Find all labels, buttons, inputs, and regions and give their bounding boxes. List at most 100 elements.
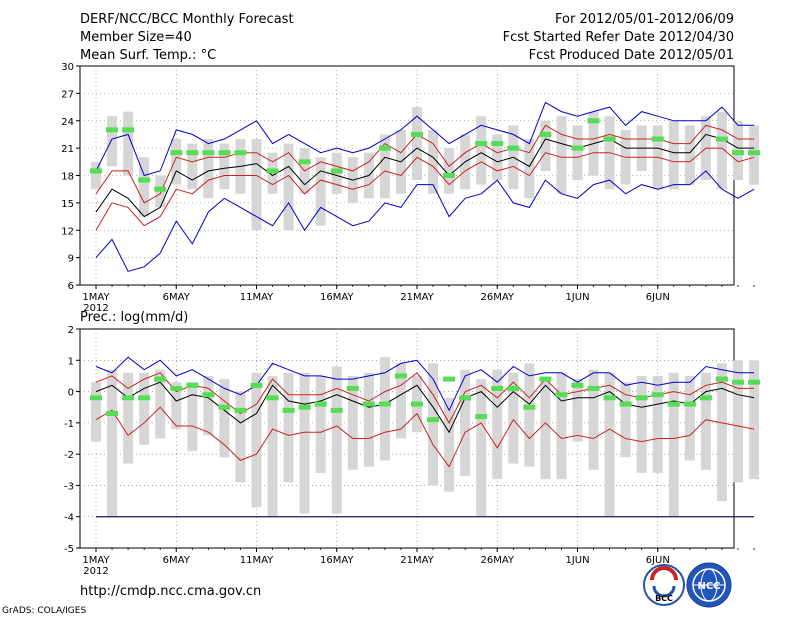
prec-range-box xyxy=(749,360,760,480)
member-size: Member Size=40 xyxy=(80,30,192,45)
temp-range-box xyxy=(412,107,422,181)
prec-range-box xyxy=(107,369,118,517)
prec-max-line xyxy=(95,356,755,412)
prec-range-box xyxy=(283,372,294,483)
prec-range-box xyxy=(588,369,599,470)
temp-range-box xyxy=(428,129,439,194)
temp-range-box xyxy=(283,143,294,231)
prec-ytick-label: 0 xyxy=(68,388,74,399)
temp-xtick-label: 1MAY xyxy=(82,292,110,303)
prec-range-box xyxy=(636,375,647,473)
refer-date: Fcst Started Refer Date 2012/04/30 xyxy=(503,30,734,45)
prec-observed-mark xyxy=(138,395,151,401)
temp-xtick-label: 21MAY xyxy=(400,292,434,303)
prec-range-box xyxy=(347,375,358,470)
temp-upper-sd-line xyxy=(95,124,755,204)
prec-range-box xyxy=(716,363,727,502)
prec-range-box xyxy=(524,363,535,467)
prec-observed-mark xyxy=(539,376,552,382)
temp-observed-mark xyxy=(170,150,183,156)
temp-observed-mark xyxy=(587,118,600,124)
temp-observed-mark xyxy=(378,145,391,151)
prec-observed-mark xyxy=(603,395,616,401)
prec-xtick-label: 6JUN xyxy=(646,555,670,566)
bcc-logo: BCC xyxy=(643,564,685,606)
prec-observed-mark xyxy=(459,395,472,401)
temp-observed-mark xyxy=(122,127,135,133)
temp-observed-mark xyxy=(218,150,231,156)
temp-lower-sd-line xyxy=(95,147,755,231)
prec-observed-mark xyxy=(411,401,423,407)
prec-observed-mark xyxy=(298,404,311,410)
prec-xtick-label: 6MAY xyxy=(163,555,191,566)
prec-observed-mark xyxy=(427,417,440,423)
temp-ytick-label: 21 xyxy=(61,144,74,155)
prec-observed-mark xyxy=(475,414,488,420)
temp-range-box xyxy=(91,161,101,190)
website-url[interactable]: http://cmdp.ncc.cma.gov.cn xyxy=(80,584,261,599)
bcc-logo-text: BCC xyxy=(655,594,673,603)
temp-year-label: 2012 xyxy=(83,303,108,314)
prec-range-box xyxy=(492,369,503,480)
temp-observed-mark xyxy=(571,145,584,151)
temp-ytick-label: 12 xyxy=(61,226,74,237)
prec-range-box xyxy=(203,375,214,436)
prec-observed-mark xyxy=(667,401,680,407)
temp-range-box xyxy=(187,143,198,190)
prec-lower-sd-line xyxy=(95,406,755,468)
prec-range-box xyxy=(620,382,631,458)
temp-range-box xyxy=(203,139,214,199)
temp-observed-mark xyxy=(234,150,247,156)
precip-panel-title: Prec.: log(mm/d) xyxy=(80,310,188,325)
temp-observed-mark xyxy=(475,141,488,147)
prec-range-box xyxy=(379,357,390,461)
prec-observed-mark xyxy=(282,407,295,413)
prec-range-box xyxy=(395,363,406,439)
temp-observed-mark xyxy=(138,177,151,183)
temp-observed-mark xyxy=(330,168,343,174)
temp-ytick-label: 30 xyxy=(61,62,74,73)
temp-observed-mark xyxy=(202,150,215,156)
prec-observed-mark xyxy=(651,392,664,398)
temp-range-box xyxy=(684,125,695,185)
prec-range-box xyxy=(123,372,134,464)
prec-ytick-label: -2 xyxy=(64,450,74,461)
prec-range-box xyxy=(91,382,101,442)
prec-ytick-label: 2 xyxy=(68,325,74,336)
produced-date: Fcst Produced Date 2012/05/01 xyxy=(529,48,734,63)
prec-range-box xyxy=(331,366,342,514)
prec-observed-mark xyxy=(362,401,375,407)
prec-observed-mark xyxy=(106,410,119,416)
temp-ytick-label: 15 xyxy=(61,199,74,210)
grads-credit: GrADS: COLA/IGES xyxy=(2,606,86,616)
temp-range-box xyxy=(716,111,727,190)
prec-xtick-label: 11MAY xyxy=(240,555,274,566)
temp-xtick-label: 1JUN xyxy=(565,292,589,303)
prec-observed-mark xyxy=(555,392,568,398)
prec-ytick-label: -4 xyxy=(64,513,74,524)
prec-observed-mark xyxy=(635,395,648,401)
prec-range-box xyxy=(652,375,663,473)
prec-range-box xyxy=(684,375,695,461)
prec-range-box xyxy=(700,372,711,470)
prec-range-box xyxy=(235,391,246,483)
temp-range-box xyxy=(476,116,487,185)
temp-observed-mark xyxy=(491,141,504,147)
prec-range-box xyxy=(444,397,455,492)
prec-year-label: 2012 xyxy=(83,566,108,577)
temp-observed-mark xyxy=(715,136,728,142)
prec-observed-mark xyxy=(154,376,167,382)
prec-observed-mark xyxy=(394,373,407,379)
prec-range-box xyxy=(572,379,583,442)
prec-observed-mark xyxy=(443,376,456,382)
prec-range-box xyxy=(187,382,198,452)
temp-xtick-label: 6JUN xyxy=(646,292,670,303)
temp-observed-mark xyxy=(266,168,279,174)
prec-range-box xyxy=(139,372,150,445)
prec-observed-mark xyxy=(90,395,102,401)
prec-observed-mark xyxy=(186,382,199,388)
prec-range-box xyxy=(668,372,679,517)
temp-ytick-label: 18 xyxy=(61,172,74,183)
prec-range-box xyxy=(363,372,374,467)
